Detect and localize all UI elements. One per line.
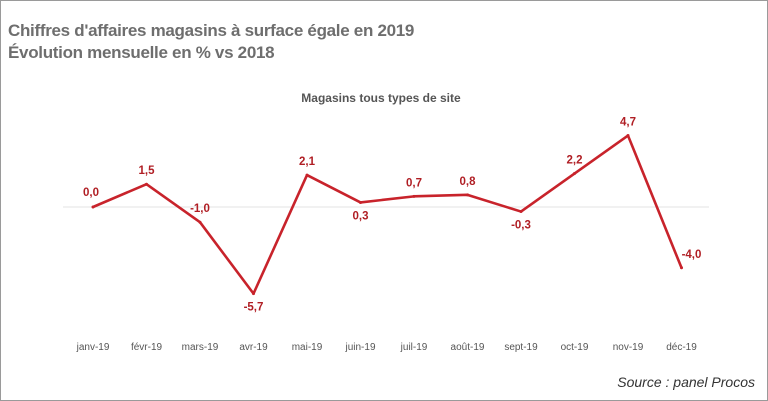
- data-label-0: 0,0: [83, 187, 99, 199]
- data-point-4: [305, 173, 309, 177]
- x-tick-label-3: avr-19: [239, 342, 268, 353]
- data-label-5: 0,3: [353, 210, 369, 222]
- data-point-10: [626, 134, 630, 138]
- data-label-3: -5,7: [244, 302, 264, 314]
- source-note: Source : panel Procos: [617, 374, 755, 390]
- x-tick-label-8: sept-19: [504, 342, 538, 353]
- data-label-1: 1,5: [139, 165, 156, 177]
- chart-title: Magasins tous types de site: [301, 91, 461, 105]
- data-labels: 0,0 1,5 -1,0 -5,7 2,1 0,3 0,7 0,8 -0,3 2,2 4,7 -4,0: [83, 117, 701, 314]
- data-label-10: 4,7: [620, 117, 636, 129]
- data-label-4: 2,1: [299, 156, 316, 168]
- x-tick-label-2: mars-19: [182, 342, 219, 353]
- data-label-11: -4,0: [682, 249, 702, 261]
- x-tick-label-9: oct-19: [561, 342, 589, 353]
- x-tick-label-5: juin-19: [344, 342, 375, 353]
- x-tick-label-7: août-19: [451, 342, 485, 353]
- data-label-9: 2,2: [567, 155, 583, 167]
- data-point-3: [252, 292, 255, 296]
- x-tick-label-4: mai-19: [292, 342, 323, 353]
- data-point-11: [680, 266, 683, 270]
- data-label-6: 0,7: [406, 177, 422, 189]
- series-line: [91, 134, 683, 295]
- data-point-8: [519, 210, 523, 214]
- x-tick-label-0: janv-19: [76, 342, 110, 353]
- data-label-8: -0,3: [511, 220, 531, 232]
- data-point-7: [466, 193, 469, 197]
- data-point-2: [198, 220, 202, 224]
- data-points: [91, 134, 683, 296]
- data-point-6: [412, 194, 416, 198]
- data-point-1: [145, 182, 148, 186]
- x-tick-label-6: juil-19: [400, 342, 428, 353]
- x-tick-label-11: déc-19: [666, 342, 697, 353]
- data-label-7: 0,8: [460, 176, 477, 188]
- x-tick-label-1: févr-19: [131, 342, 163, 353]
- data-point-9: [573, 172, 576, 176]
- page-title: Chiffres d'affaires magasins à surface é…: [8, 21, 415, 40]
- data-point-0: [91, 205, 95, 209]
- x-axis-ticks: janv-19 févr-19 mars-19 avr-19 mai-19 juin-19…: [76, 342, 698, 353]
- page-subtitle: Évolution mensuelle en % vs 2018: [8, 43, 275, 62]
- data-label-2: -1,0: [190, 203, 210, 215]
- data-point-5: [359, 200, 362, 204]
- x-tick-label-10: nov-19: [613, 342, 644, 353]
